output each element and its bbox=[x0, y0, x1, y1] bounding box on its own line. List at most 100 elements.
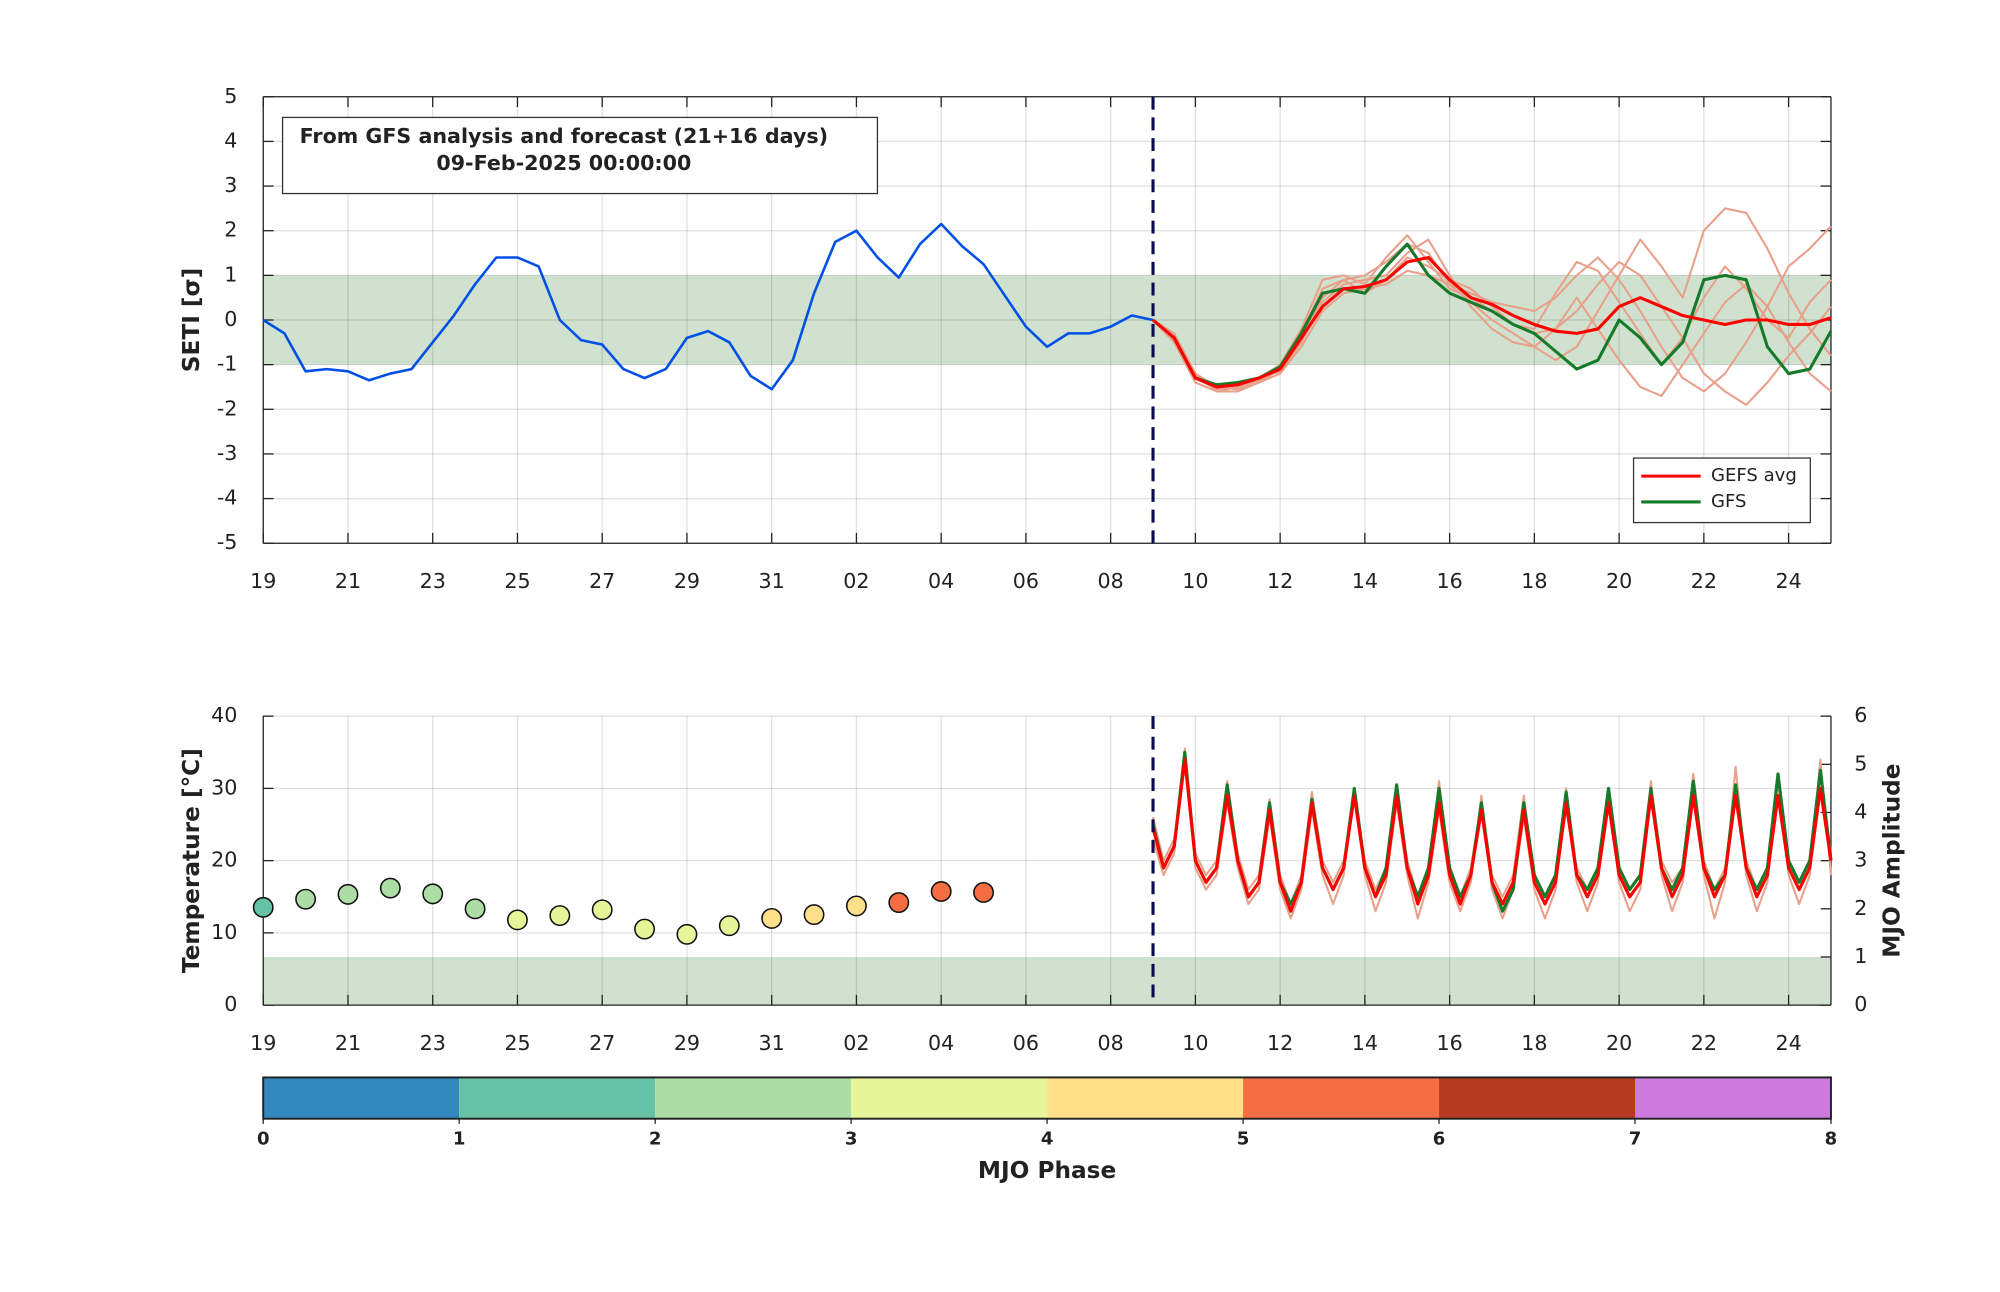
y-tick-label: -3 bbox=[217, 441, 238, 465]
x-tick-label: 27 bbox=[589, 1031, 615, 1055]
y2-axis-label: MJO Amplitude bbox=[1878, 764, 1905, 958]
mjo-point bbox=[464, 898, 486, 920]
x-tick-label: 20 bbox=[1606, 569, 1632, 593]
x-tick-label: 04 bbox=[928, 569, 954, 593]
colorbar-segment bbox=[1047, 1077, 1244, 1119]
colorbar-tick-label: 4 bbox=[1041, 1128, 1054, 1149]
x-tick-label: 02 bbox=[843, 1031, 869, 1055]
x-tick-label: 31 bbox=[759, 569, 785, 593]
x-tick-label: 06 bbox=[1013, 1031, 1039, 1055]
mjo-point bbox=[888, 892, 910, 914]
x-tick-label: 19 bbox=[250, 1031, 276, 1055]
mjo-point bbox=[845, 895, 867, 917]
colorbar-tick-label: 0 bbox=[257, 1128, 270, 1149]
colorbar-tick-label: 3 bbox=[845, 1128, 858, 1149]
x-tick-label: 23 bbox=[420, 1031, 446, 1055]
colorbar-tick-label: 7 bbox=[1629, 1128, 1642, 1149]
y-axis-label: Temperature [°C] bbox=[178, 748, 205, 973]
band bbox=[263, 956, 1831, 1006]
x-tick-label: 31 bbox=[759, 1031, 785, 1055]
y-tick-label: -1 bbox=[217, 352, 238, 376]
colorbar-segment bbox=[1635, 1077, 1831, 1119]
colorbar-segment bbox=[1243, 1077, 1440, 1119]
mjo-point bbox=[591, 899, 613, 921]
colorbar-tick-label: 1 bbox=[453, 1128, 466, 1149]
y2-tick-label: 4 bbox=[1854, 799, 1867, 823]
mjo-point bbox=[549, 905, 571, 927]
y-tick-label: 3 bbox=[224, 173, 237, 197]
y-tick-label: 30 bbox=[211, 775, 237, 799]
x-tick-label: 23 bbox=[420, 569, 446, 593]
x-tick-label: 24 bbox=[1775, 1031, 1801, 1055]
annotation: From GFS analysis and forecast (21+16 da… bbox=[300, 124, 828, 148]
y-axis-label: SETI [σ] bbox=[178, 268, 205, 372]
mjo-point bbox=[252, 896, 274, 918]
x-tick-label: 10 bbox=[1182, 1031, 1208, 1055]
x-tick-label: 16 bbox=[1437, 1031, 1463, 1055]
mjo-point bbox=[803, 904, 825, 926]
x-tick-label: 29 bbox=[674, 569, 700, 593]
member-line bbox=[262, 222, 1154, 391]
y-tick-label: -5 bbox=[217, 530, 238, 554]
x-tick-label: 08 bbox=[1098, 569, 1124, 593]
y-tick-label: 2 bbox=[224, 218, 237, 242]
x-tick-label: 06 bbox=[1013, 569, 1039, 593]
x-tick-label: 12 bbox=[1267, 1031, 1293, 1055]
mjo-point bbox=[634, 918, 656, 940]
x-tick-label: 21 bbox=[335, 1031, 361, 1055]
colorbar-tick-label: 6 bbox=[1433, 1128, 1446, 1149]
x-tick-label: 24 bbox=[1775, 569, 1801, 593]
x-tick-label: 27 bbox=[589, 569, 615, 593]
y-tick-label: 20 bbox=[211, 848, 237, 872]
y-tick-label: 0 bbox=[224, 992, 237, 1016]
y-tick-label: 10 bbox=[211, 920, 237, 944]
band bbox=[263, 275, 1831, 365]
y-tick-label: 4 bbox=[224, 128, 237, 152]
legend-box bbox=[1632, 457, 1811, 524]
colorbar-tick-label: 8 bbox=[1825, 1128, 1838, 1149]
annotation-box bbox=[281, 116, 879, 195]
y2-tick-label: 2 bbox=[1854, 896, 1867, 920]
x-tick-label: 20 bbox=[1606, 1031, 1632, 1055]
y2-tick-label: 1 bbox=[1854, 944, 1867, 968]
x-tick-label: 22 bbox=[1691, 569, 1717, 593]
series-line bbox=[1152, 255, 1832, 389]
mjo-point bbox=[676, 923, 698, 945]
y-tick-label: 0 bbox=[224, 307, 237, 331]
x-tick-label: 10 bbox=[1182, 569, 1208, 593]
colorbar-segment bbox=[263, 1077, 460, 1119]
x-tick-label: 18 bbox=[1521, 569, 1547, 593]
y2-tick-label: 3 bbox=[1854, 848, 1867, 872]
member-line bbox=[1152, 207, 1832, 391]
colorbar-segment bbox=[1439, 1077, 1635, 1119]
y-tick-label: -4 bbox=[217, 486, 238, 510]
mjo-point bbox=[718, 915, 740, 937]
annotation: 09-Feb-2025 00:00:00 bbox=[436, 151, 691, 175]
legend-label: GFS bbox=[1711, 491, 1747, 512]
y-tick-label: 40 bbox=[211, 703, 237, 727]
y2-tick-label: 5 bbox=[1854, 751, 1867, 775]
member-line bbox=[1152, 225, 1832, 393]
y2-tick-label: 6 bbox=[1854, 703, 1867, 727]
mjo-point bbox=[295, 888, 317, 910]
mjo-point bbox=[379, 877, 401, 899]
y-tick-label: -2 bbox=[217, 396, 238, 420]
x-tick-label: 21 bbox=[335, 569, 361, 593]
x-tick-label: 16 bbox=[1437, 569, 1463, 593]
colorbar-label: MJO Phase bbox=[978, 1157, 1116, 1184]
mjo-point bbox=[761, 907, 783, 929]
colorbar-segment bbox=[459, 1077, 656, 1119]
y-tick-label: 1 bbox=[224, 262, 237, 286]
x-tick-label: 08 bbox=[1098, 1031, 1124, 1055]
x-tick-label: 25 bbox=[504, 1031, 530, 1055]
series-line bbox=[1151, 757, 1833, 913]
colorbar-tick-label: 5 bbox=[1237, 1128, 1250, 1149]
x-tick-label: 19 bbox=[250, 569, 276, 593]
mjo-point bbox=[973, 881, 994, 903]
mjo-point bbox=[930, 881, 952, 902]
legend-label: GEFS avg bbox=[1711, 465, 1797, 486]
x-tick-label: 29 bbox=[674, 1031, 700, 1055]
x-tick-label: 18 bbox=[1521, 1031, 1547, 1055]
x-tick-label: 22 bbox=[1691, 1031, 1717, 1055]
